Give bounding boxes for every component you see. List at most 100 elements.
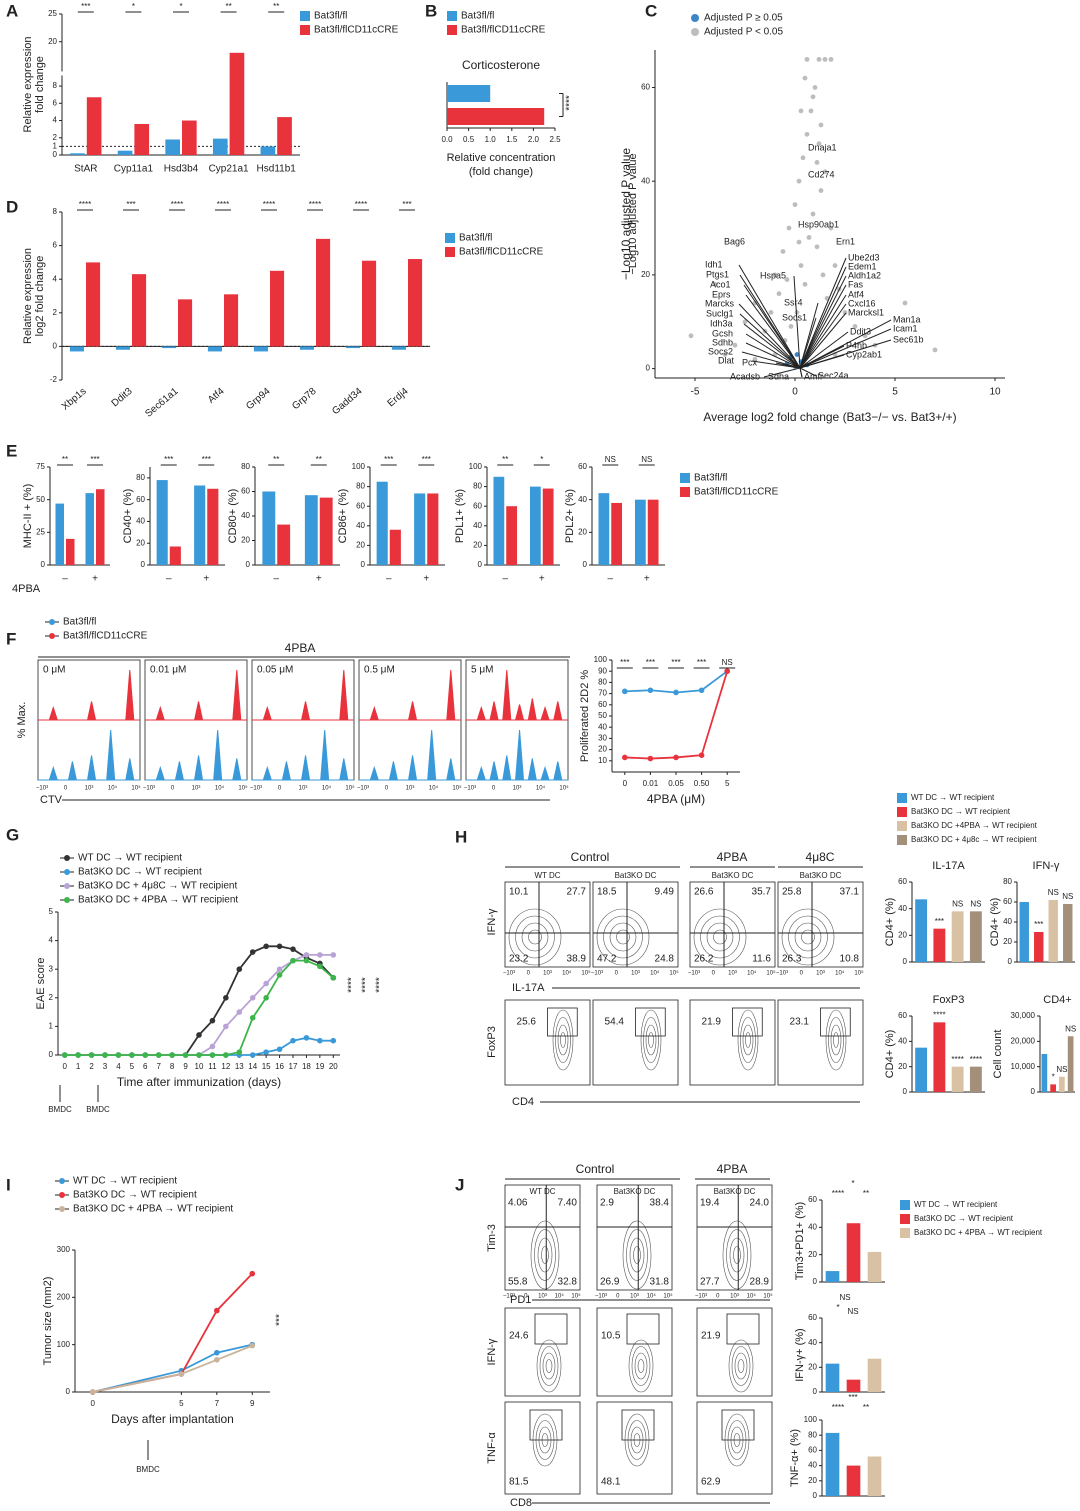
gene-label: Edem1 xyxy=(848,261,877,271)
legend-swatch xyxy=(691,14,699,22)
annotation: ** xyxy=(863,1403,869,1412)
legend-label: Bat3fl/flCD11cCRE xyxy=(459,247,544,258)
gene-label: Acadsb xyxy=(730,371,760,381)
flow-box xyxy=(696,1307,773,1397)
point xyxy=(196,1032,202,1038)
bar xyxy=(224,294,239,347)
gene-label: Amfr xyxy=(804,371,823,381)
contour xyxy=(825,1009,847,1071)
bar-label: *** xyxy=(1034,920,1043,929)
y-tick-label: 25 xyxy=(48,9,57,18)
concentration-label: 0.5 μM xyxy=(364,665,395,676)
bar-label: NS xyxy=(1062,892,1073,901)
bar xyxy=(634,499,646,565)
gate xyxy=(534,1313,568,1345)
legend-label: Adjusted P ≥ 0.05 xyxy=(704,13,783,24)
flow-tick: −10³ xyxy=(36,786,48,792)
point xyxy=(196,1052,202,1058)
legend-label: Bat3fl/flCD11cCRE xyxy=(63,631,148,642)
flow-tick: −10³ xyxy=(595,1294,607,1300)
flow-tick: 0 xyxy=(385,786,389,792)
y-tick-label: 20 xyxy=(808,1476,817,1485)
y-tick-label: 0 xyxy=(141,560,146,569)
x-tick-label: 5 xyxy=(179,1399,184,1408)
bar xyxy=(178,299,193,347)
y-tick-label: 40 xyxy=(136,517,145,526)
y-tick-label: 10,000 xyxy=(1011,1062,1036,1071)
gene-label: Idh3a xyxy=(710,318,733,328)
annotation: **** xyxy=(171,200,183,209)
gene-label: Ddit3 xyxy=(850,326,871,336)
y-axis-label: CD86+ (%) xyxy=(337,489,349,544)
flow-tick: 10³ xyxy=(728,971,737,977)
y-tick-label: 80 xyxy=(808,1430,817,1439)
gene-label: Fas xyxy=(848,279,864,289)
contour xyxy=(633,1246,641,1264)
annotation: **** xyxy=(361,977,372,993)
contour xyxy=(637,1359,645,1373)
point xyxy=(330,974,337,981)
flow-tick: 0 xyxy=(712,971,716,977)
bar xyxy=(70,153,85,155)
leader-line xyxy=(738,303,801,369)
contour xyxy=(781,908,835,966)
point xyxy=(796,239,802,245)
point xyxy=(852,324,858,329)
point xyxy=(142,1052,149,1058)
x-tick-label: 19 xyxy=(315,1062,324,1071)
panel-letter: B xyxy=(425,1,437,20)
flow-tick: 10⁴ xyxy=(747,1293,757,1300)
point xyxy=(828,56,834,62)
contour xyxy=(626,1229,648,1281)
y-axis-label: EAE score xyxy=(35,958,47,1010)
y-tick-label: 40 xyxy=(808,1338,817,1347)
bar xyxy=(867,1251,882,1282)
y-axis-label: TNF-α+ (%) xyxy=(789,1429,801,1487)
flow-tick: −10³ xyxy=(503,1294,515,1300)
y-tick-label: 60 xyxy=(136,495,145,504)
point xyxy=(89,1389,96,1395)
contour xyxy=(745,1032,751,1048)
legend-label: WT DC → WT recipient xyxy=(78,853,182,864)
y-tick-label: 0 xyxy=(1008,957,1013,966)
x-tick-label: 14 xyxy=(248,1062,257,1071)
flow-tick: 10⁵ xyxy=(559,785,569,792)
gate-value: 48.1 xyxy=(601,1477,621,1488)
bar xyxy=(825,1432,840,1496)
annotation: **** xyxy=(309,200,321,209)
histogram xyxy=(466,669,568,721)
point xyxy=(796,178,802,184)
contour xyxy=(545,1359,553,1373)
y-tick-label: 80 xyxy=(241,462,250,471)
gene-label: Cxcl16 xyxy=(848,298,876,308)
bar xyxy=(915,899,928,962)
bar xyxy=(1019,902,1029,962)
gate xyxy=(820,1007,851,1037)
x-tick-label: 7 xyxy=(156,1062,161,1071)
quadrant-value: 18.5 xyxy=(597,887,617,898)
panel-letter: G xyxy=(6,825,19,844)
point xyxy=(698,687,705,694)
gate xyxy=(726,1313,760,1345)
point xyxy=(752,300,758,306)
leader-line xyxy=(745,342,801,369)
point xyxy=(276,1046,283,1053)
contour xyxy=(742,1024,754,1056)
legend-label: Bat3KO DC + 4PBA → WT recipient xyxy=(914,1228,1043,1237)
concentration-label: 5 μM xyxy=(471,665,493,676)
leader-line xyxy=(799,275,847,369)
y-axis-label: Relative expression xyxy=(22,37,34,133)
flow-tick: 10³ xyxy=(543,971,552,977)
point xyxy=(806,235,812,240)
bar xyxy=(969,1066,982,1092)
bar xyxy=(846,1465,861,1496)
annotation: *** xyxy=(384,455,393,464)
x-tick-label: – xyxy=(607,574,613,585)
annotation: *** xyxy=(402,200,411,209)
legend-swatch xyxy=(64,855,70,861)
flow-box xyxy=(777,999,864,1086)
x-axis-label: Days after implantation xyxy=(111,1412,234,1426)
x-axis-label: (fold change) xyxy=(469,166,533,178)
x-tick-label: 17 xyxy=(289,1062,298,1071)
point xyxy=(688,333,694,339)
